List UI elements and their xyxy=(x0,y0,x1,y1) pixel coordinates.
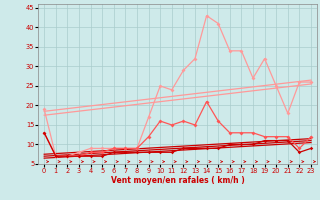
X-axis label: Vent moyen/en rafales ( km/h ): Vent moyen/en rafales ( km/h ) xyxy=(111,176,244,185)
